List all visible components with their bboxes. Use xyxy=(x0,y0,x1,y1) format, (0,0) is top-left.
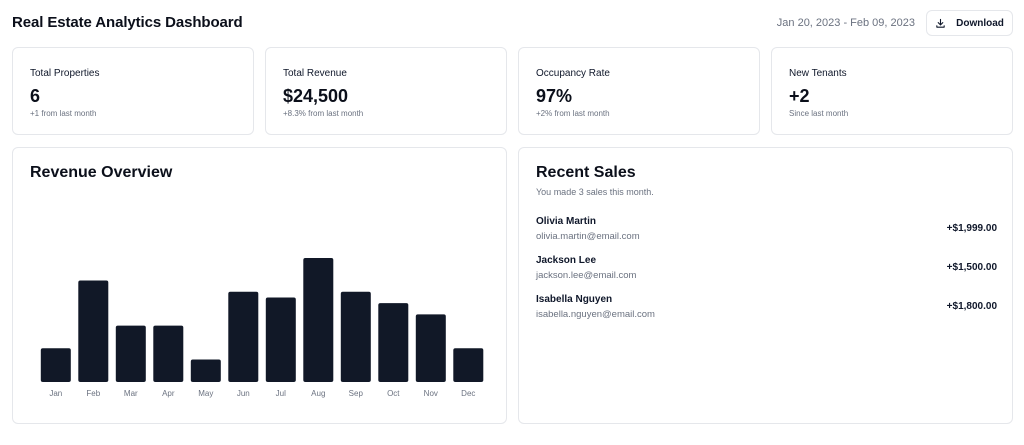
x-tick-label-jul: Jul xyxy=(276,389,286,398)
stat-value: +2 xyxy=(789,86,810,106)
stat-card-new-tenants: New Tenants +2 Since last month xyxy=(771,47,1013,135)
x-tick-label-may: May xyxy=(198,389,213,398)
x-tick-label-jan: Jan xyxy=(49,389,62,398)
revenue-overview-card: Revenue Overview Jan Feb Mar Apr May Jun Jul Au… xyxy=(12,147,507,424)
bar-aug[interactable] xyxy=(303,258,334,382)
recent-sales-card: Recent Sales You made 3 sales this month… xyxy=(518,147,1013,424)
bar-dec[interactable] xyxy=(453,348,484,382)
stat-label: New Tenants xyxy=(789,68,847,79)
sale-customer-name: Olivia Martin xyxy=(536,216,597,227)
bar-mar[interactable] xyxy=(115,325,146,382)
sale-amount: +$1,999.00 xyxy=(946,223,997,234)
stat-subtext: +8.3% from last month xyxy=(283,109,364,118)
bar-jun[interactable] xyxy=(228,291,259,382)
bar-jan[interactable] xyxy=(40,348,71,382)
stat-card-total-revenue: Total Revenue $24,500 +8.3% from last mo… xyxy=(265,47,507,135)
header: Real Estate Analytics Dashboard Jan 20, … xyxy=(12,10,1013,38)
download-icon xyxy=(935,18,946,29)
sale-amount: +$1,800.00 xyxy=(946,301,997,312)
stat-subtext: +2% from last month xyxy=(536,109,610,118)
stat-card-occupancy-rate: Occupancy Rate 97% +2% from last month xyxy=(518,47,760,135)
x-tick-label-apr: Apr xyxy=(162,389,175,398)
bar-jul[interactable] xyxy=(265,297,296,383)
x-tick-label-oct: Oct xyxy=(387,389,400,398)
stat-subtext: +1 from last month xyxy=(30,109,97,118)
sale-row[interactable]: Jackson Lee jackson.lee@email.com +$1,50… xyxy=(536,255,997,285)
x-tick-label-feb: Feb xyxy=(86,389,100,398)
stat-value: 97% xyxy=(536,86,573,106)
revenue-bar-chart: Jan Feb Mar Apr May Jun Jul Aug Sep Oct Nov Dec xyxy=(40,258,484,398)
x-tick-label-nov: Nov xyxy=(424,389,438,398)
x-tick-label-jun: Jun xyxy=(237,389,250,398)
download-button[interactable]: Download xyxy=(926,10,1013,36)
page-title: Real Estate Analytics Dashboard xyxy=(12,14,243,31)
stat-label: Total Properties xyxy=(30,68,100,79)
bar-sep[interactable] xyxy=(340,291,371,382)
bar-may[interactable] xyxy=(190,359,221,383)
x-tick-label-sep: Sep xyxy=(349,389,364,398)
sale-row[interactable]: Isabella Nguyen isabella.nguyen@email.co… xyxy=(536,294,997,324)
sale-row[interactable]: Olivia Martin olivia.martin@email.com +$… xyxy=(536,216,997,246)
bar-nov[interactable] xyxy=(415,314,446,382)
sale-customer-email: isabella.nguyen@email.com xyxy=(536,309,655,320)
revenue-overview-title: Revenue Overview xyxy=(30,164,173,181)
bar-oct[interactable] xyxy=(378,303,409,382)
stat-subtext: Since last month xyxy=(789,109,849,118)
stat-card-total-properties: Total Properties 6 +1 from last month xyxy=(12,47,254,135)
sale-customer-email: jackson.lee@email.com xyxy=(536,270,637,281)
sale-customer-email: olivia.martin@email.com xyxy=(536,231,640,242)
sale-amount: +$1,500.00 xyxy=(946,262,997,273)
sale-customer-name: Jackson Lee xyxy=(536,255,597,266)
bar-feb[interactable] xyxy=(78,280,109,383)
stat-value: 6 xyxy=(30,86,41,106)
stat-label: Occupancy Rate xyxy=(536,68,610,79)
stat-label: Total Revenue xyxy=(283,68,347,79)
bar-apr[interactable] xyxy=(153,325,184,382)
x-tick-label-aug: Aug xyxy=(311,389,325,398)
sale-customer-name: Isabella Nguyen xyxy=(536,294,613,305)
recent-sales-subtitle: You made 3 sales this month. xyxy=(536,187,654,197)
stat-value: $24,500 xyxy=(283,86,349,106)
recent-sales-title: Recent Sales xyxy=(536,164,636,181)
x-tick-label-mar: Mar xyxy=(124,389,138,398)
download-button-label: Download xyxy=(956,17,1004,29)
date-range[interactable]: Jan 20, 2023 - Feb 09, 2023 xyxy=(776,17,915,29)
x-tick-label-dec: Dec xyxy=(461,389,475,398)
